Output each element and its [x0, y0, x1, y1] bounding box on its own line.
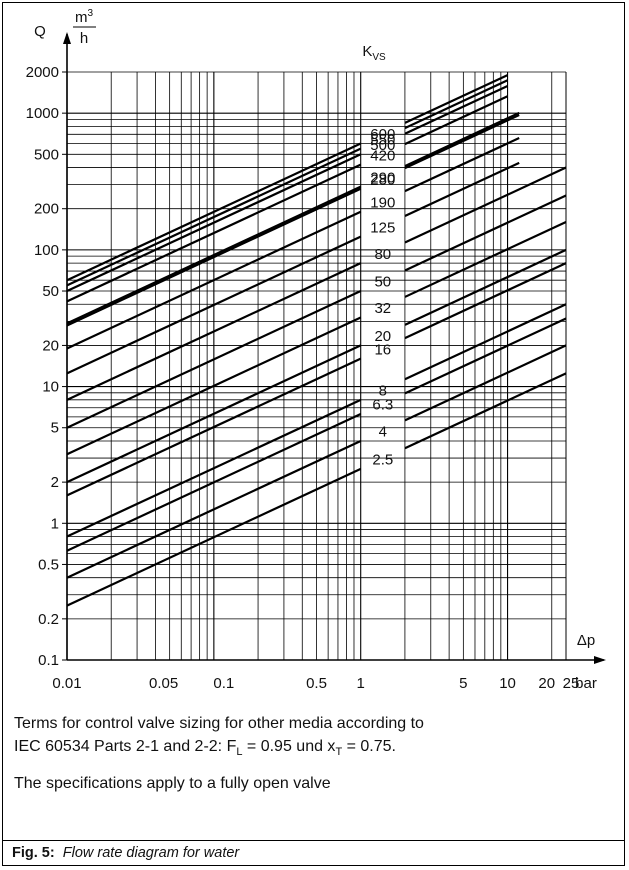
caption-divider — [2, 840, 625, 841]
kvs-line — [404, 166, 567, 244]
kvs-label: 280 — [370, 171, 395, 188]
y-tick-label: 10 — [42, 379, 59, 396]
x-tick-label: 25 — [563, 675, 580, 692]
kvs-line — [66, 147, 362, 287]
figure-caption: Fig. 5: Flow rate diagram for water — [12, 845, 239, 861]
kvs-line — [66, 290, 362, 429]
kvs-line — [66, 142, 362, 282]
kvs-line — [404, 262, 567, 340]
y-tick-label: 1 — [51, 515, 59, 532]
y-tick-label: 50 — [42, 283, 59, 300]
kvs-label: 8 — [379, 383, 387, 400]
kvs-label: 500 — [370, 137, 395, 154]
kvs-line — [66, 467, 362, 607]
kvs-line — [404, 303, 567, 381]
x-axis-label: Δp — [577, 632, 595, 649]
kvs-line — [66, 413, 362, 552]
kvs-label: 190 — [370, 194, 395, 211]
kvs-line — [404, 161, 520, 218]
kvs-line — [66, 185, 362, 325]
x-unit-label: bar — [575, 675, 597, 692]
y-tick-label: 100 — [34, 242, 59, 259]
kvs-line — [66, 187, 362, 327]
kvs-label: 290 — [370, 169, 395, 186]
kvs-title-subscript: VS — [372, 52, 386, 63]
kvs-label: 32 — [374, 300, 391, 317]
kvs-label: 80 — [374, 246, 391, 263]
kvs-label: 16 — [374, 341, 391, 358]
x-tick-label: 0.5 — [306, 675, 327, 692]
kvs-line — [404, 344, 567, 422]
y-unit-exponent: 3 — [87, 8, 93, 19]
y-tick-label: 5 — [51, 420, 59, 437]
kvs-label: 600 — [370, 126, 395, 143]
caption-label: Fig. 5: — [12, 845, 55, 861]
note-line-2: IEC 60534 Parts 2-1 and 2-2: FL = 0.95 u… — [14, 738, 396, 759]
x-tick-label: 0.05 — [149, 675, 178, 692]
kvs-line — [404, 113, 520, 170]
chart-axes — [62, 32, 606, 664]
y-tick-label: 0.5 — [38, 556, 59, 573]
kvs-label: 420 — [370, 147, 395, 164]
kvs-line — [66, 153, 362, 293]
kvs-line — [404, 111, 520, 168]
kvs-line — [66, 262, 362, 401]
y-tick-label: 200 — [34, 201, 59, 218]
chart-grid — [66, 71, 567, 661]
kvs-line — [404, 136, 520, 193]
kvs-line — [66, 210, 362, 350]
note-line-3: The specifications apply to a fully open… — [14, 775, 331, 793]
kvs-line — [66, 316, 362, 456]
kvs-label: 6.3 — [372, 397, 393, 414]
y-tick-label: 2000 — [26, 64, 59, 81]
kvs-line — [404, 95, 509, 146]
kvs-line — [66, 357, 362, 497]
y-axis-label: Q — [34, 23, 46, 40]
caption-text: Flow rate diagram for water — [62, 845, 240, 861]
kvs-line — [404, 74, 509, 124]
note-line-1: Terms for control valve sizing for other… — [14, 715, 424, 732]
x-tick-label: 10 — [499, 675, 516, 692]
kvs-line — [66, 398, 362, 538]
kvs-line — [66, 439, 362, 579]
kvs-line — [66, 235, 362, 375]
kvs-label: 20 — [374, 328, 391, 345]
y-tick-label: 500 — [34, 146, 59, 163]
kvs-line — [404, 372, 567, 450]
kvs-label: 50 — [374, 274, 391, 291]
kvs-label: 4 — [379, 424, 387, 441]
x-tick-label: 20 — [538, 675, 555, 692]
y-tick-label: 1000 — [26, 105, 59, 122]
kvs-line — [404, 248, 567, 326]
x-axis-arrow — [594, 656, 606, 664]
y-axis-arrow — [63, 32, 71, 44]
kvs-line — [404, 79, 509, 130]
x-tick-label: 0.1 — [213, 675, 234, 692]
kvs-label: 550 — [370, 131, 395, 148]
kvs-line — [404, 317, 567, 395]
kvs-line — [404, 84, 509, 135]
kvs-label: 125 — [370, 219, 395, 236]
y-unit-numerator: m3 — [75, 8, 94, 26]
sizing-notes: Terms for control valve sizing for other… — [14, 712, 614, 795]
chart-series — [66, 74, 567, 607]
y-unit-denominator: h — [80, 30, 88, 47]
kvs-line — [404, 220, 567, 298]
y-tick-label: 0.2 — [38, 611, 59, 628]
kvs-title: KVS — [362, 43, 386, 63]
y-tick-label: 20 — [42, 337, 59, 354]
y-tick-label: 0.1 — [38, 652, 59, 669]
kvs-line — [66, 163, 362, 303]
kvs-line — [404, 194, 567, 272]
x-tick-label: 1 — [357, 675, 365, 692]
kvs-label: 2.5 — [372, 452, 393, 469]
x-tick-label: 0.01 — [52, 675, 81, 692]
x-tick-label: 5 — [459, 675, 467, 692]
kvs-line — [66, 344, 362, 484]
y-tick-label: 2 — [51, 474, 59, 491]
